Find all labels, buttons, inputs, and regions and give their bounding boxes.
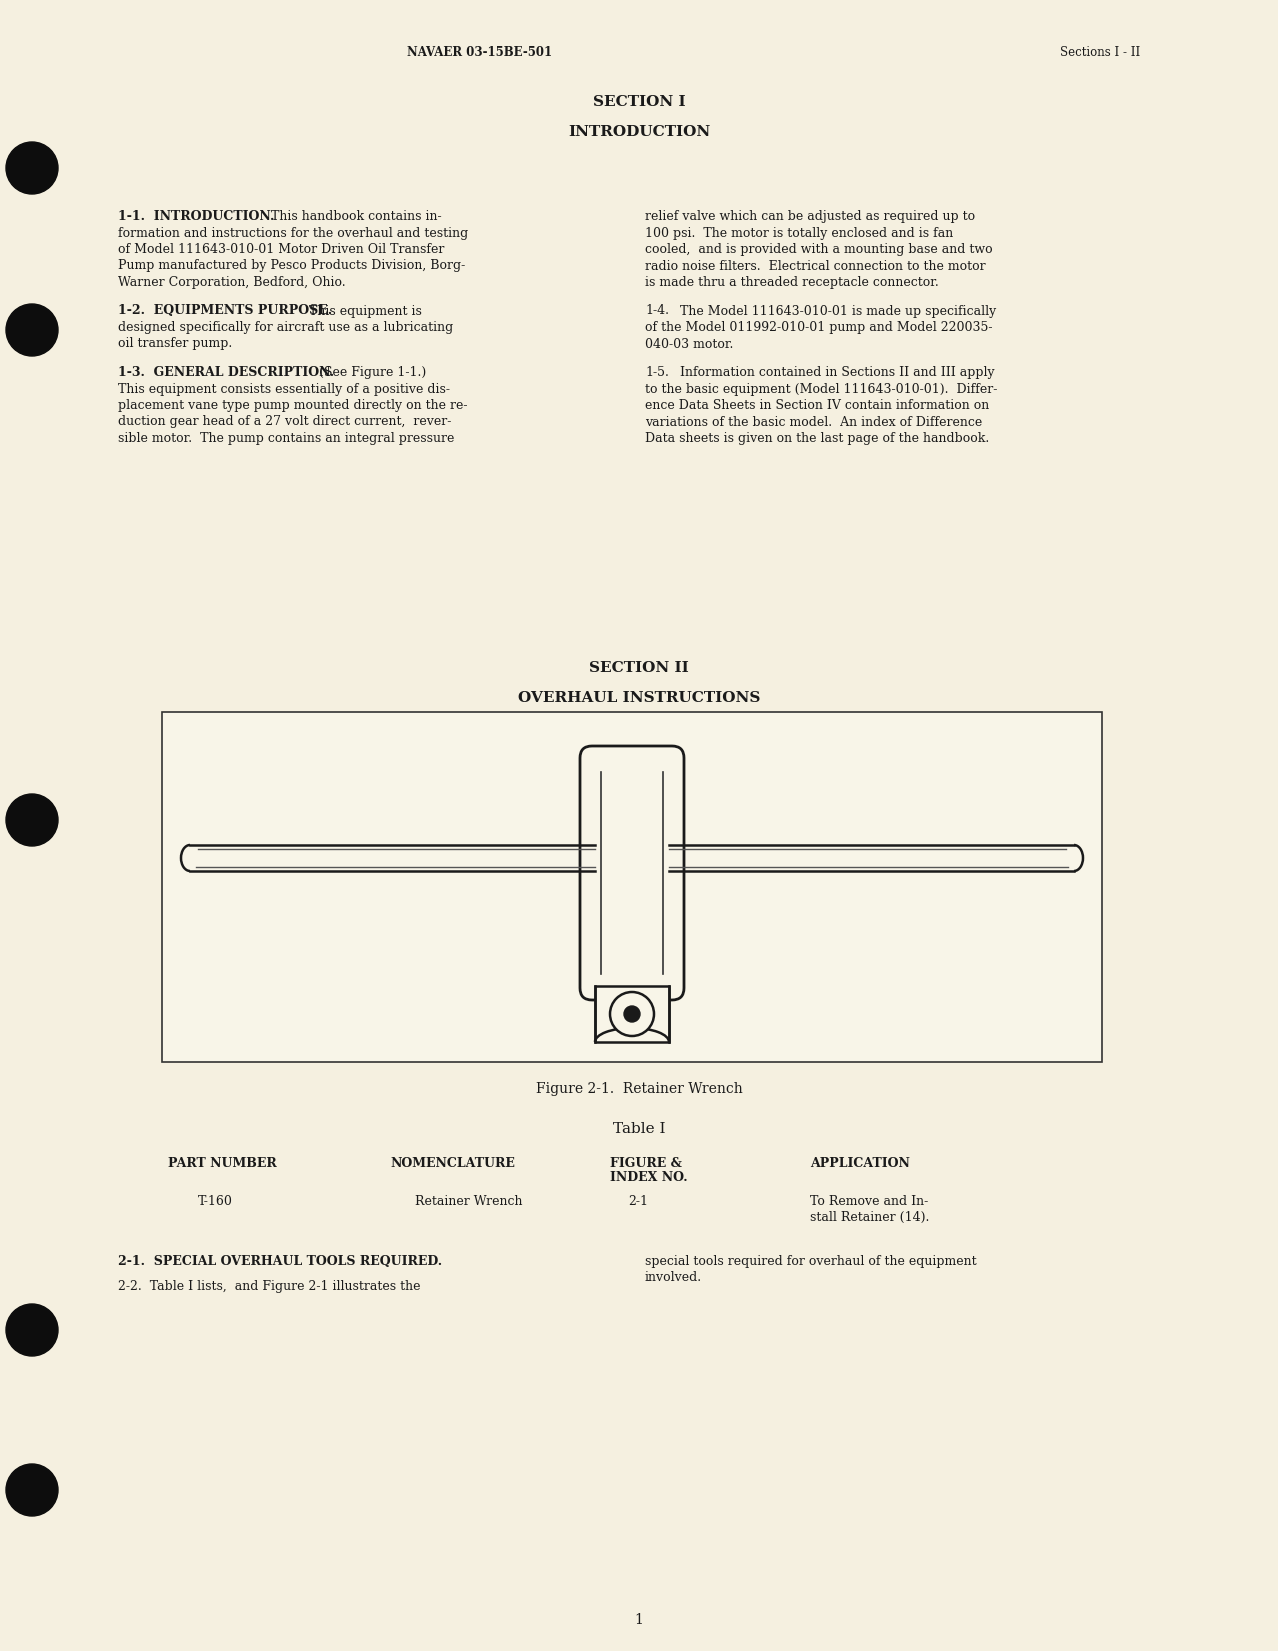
Text: involved.: involved. xyxy=(645,1271,702,1284)
Text: to the basic equipment (Model 111643-010-01).  Differ-: to the basic equipment (Model 111643-010… xyxy=(645,383,997,396)
Text: stall Retainer (14).: stall Retainer (14). xyxy=(810,1210,929,1223)
Text: 040-03 motor.: 040-03 motor. xyxy=(645,337,734,350)
Text: 2-1: 2-1 xyxy=(627,1195,648,1209)
Text: NOMENCLATURE: NOMENCLATURE xyxy=(390,1157,515,1171)
Text: 1-4.: 1-4. xyxy=(645,304,668,317)
Text: 100 psi.  The motor is totally enclosed and is fan: 100 psi. The motor is totally enclosed a… xyxy=(645,226,953,239)
Text: 1-3.  GENERAL DESCRIPTION.: 1-3. GENERAL DESCRIPTION. xyxy=(118,367,334,380)
Circle shape xyxy=(6,1304,58,1355)
Circle shape xyxy=(6,142,58,195)
Text: SECTION II: SECTION II xyxy=(589,660,689,675)
Circle shape xyxy=(610,992,654,1035)
Text: variations of the basic model.  An index of Difference: variations of the basic model. An index … xyxy=(645,416,983,429)
Text: (See Figure 1-1.): (See Figure 1-1.) xyxy=(311,367,427,380)
Text: APPLICATION: APPLICATION xyxy=(810,1157,910,1171)
Text: This equipment is: This equipment is xyxy=(302,304,422,317)
Text: 1-5.: 1-5. xyxy=(645,367,668,380)
Text: 1-1.  INTRODUCTION.: 1-1. INTRODUCTION. xyxy=(118,210,275,223)
Text: INTRODUCTION: INTRODUCTION xyxy=(567,125,711,139)
Text: ence Data Sheets in Section IV contain information on: ence Data Sheets in Section IV contain i… xyxy=(645,400,989,413)
Text: Data sheets is given on the last page of the handbook.: Data sheets is given on the last page of… xyxy=(645,433,989,446)
Text: placement vane type pump mounted directly on the re-: placement vane type pump mounted directl… xyxy=(118,400,468,413)
Text: The Model 111643-010-01 is made up specifically: The Model 111643-010-01 is made up speci… xyxy=(672,304,997,317)
Bar xyxy=(596,986,668,1042)
Text: Figure 2-1.  Retainer Wrench: Figure 2-1. Retainer Wrench xyxy=(535,1081,743,1096)
Text: This handbook contains in-: This handbook contains in- xyxy=(263,210,442,223)
Text: relief valve which can be adjusted as required up to: relief valve which can be adjusted as re… xyxy=(645,210,975,223)
Text: sible motor.  The pump contains an integral pressure: sible motor. The pump contains an integr… xyxy=(118,433,455,446)
Text: T-160: T-160 xyxy=(198,1195,233,1209)
Text: Information contained in Sections II and III apply: Information contained in Sections II and… xyxy=(672,367,994,380)
Text: OVERHAUL INSTRUCTIONS: OVERHAUL INSTRUCTIONS xyxy=(518,692,760,705)
Text: 1: 1 xyxy=(635,1613,643,1626)
Text: Pump manufactured by Pesco Products Division, Borg-: Pump manufactured by Pesco Products Divi… xyxy=(118,259,465,272)
Text: Sections I - II: Sections I - II xyxy=(1059,46,1140,58)
Circle shape xyxy=(6,1464,58,1516)
FancyBboxPatch shape xyxy=(580,746,684,1001)
Text: Retainer Wrench: Retainer Wrench xyxy=(415,1195,523,1209)
Text: Table I: Table I xyxy=(612,1123,666,1136)
Text: cooled,  and is provided with a mounting base and two: cooled, and is provided with a mounting … xyxy=(645,243,993,256)
Text: designed specifically for aircraft use as a lubricating: designed specifically for aircraft use a… xyxy=(118,320,454,334)
Text: 2-2.  Table I lists,  and Figure 2-1 illustrates the: 2-2. Table I lists, and Figure 2-1 illus… xyxy=(118,1280,420,1293)
Bar xyxy=(162,712,1102,1062)
Text: oil transfer pump.: oil transfer pump. xyxy=(118,337,233,350)
Text: This equipment consists essentially of a positive dis-: This equipment consists essentially of a… xyxy=(118,383,450,396)
Circle shape xyxy=(624,1005,640,1022)
Text: SECTION I: SECTION I xyxy=(593,96,685,109)
Text: special tools required for overhaul of the equipment: special tools required for overhaul of t… xyxy=(645,1255,976,1268)
Text: FIGURE &: FIGURE & xyxy=(610,1157,682,1171)
Text: radio noise filters.  Electrical connection to the motor: radio noise filters. Electrical connecti… xyxy=(645,259,985,272)
Circle shape xyxy=(6,304,58,357)
Text: of the Model 011992-010-01 pump and Model 220035-: of the Model 011992-010-01 pump and Mode… xyxy=(645,320,993,334)
Text: duction gear head of a 27 volt direct current,  rever-: duction gear head of a 27 volt direct cu… xyxy=(118,416,451,429)
Text: 2-1.  SPECIAL OVERHAUL TOOLS REQUIRED.: 2-1. SPECIAL OVERHAUL TOOLS REQUIRED. xyxy=(118,1255,442,1268)
Circle shape xyxy=(6,794,58,845)
Text: To Remove and In-: To Remove and In- xyxy=(810,1195,928,1209)
Text: PART NUMBER: PART NUMBER xyxy=(167,1157,277,1171)
Text: INDEX NO.: INDEX NO. xyxy=(610,1171,688,1184)
Text: Warner Corporation, Bedford, Ohio.: Warner Corporation, Bedford, Ohio. xyxy=(118,276,345,289)
Text: is made thru a threaded receptacle connector.: is made thru a threaded receptacle conne… xyxy=(645,276,939,289)
Text: NAVAER 03-15BE-501: NAVAER 03-15BE-501 xyxy=(408,46,552,58)
Text: 1-2.  EQUIPMENTS PURPOSE.: 1-2. EQUIPMENTS PURPOSE. xyxy=(118,304,332,317)
Text: formation and instructions for the overhaul and testing: formation and instructions for the overh… xyxy=(118,226,468,239)
Text: of Model 111643-010-01 Motor Driven Oil Transfer: of Model 111643-010-01 Motor Driven Oil … xyxy=(118,243,445,256)
